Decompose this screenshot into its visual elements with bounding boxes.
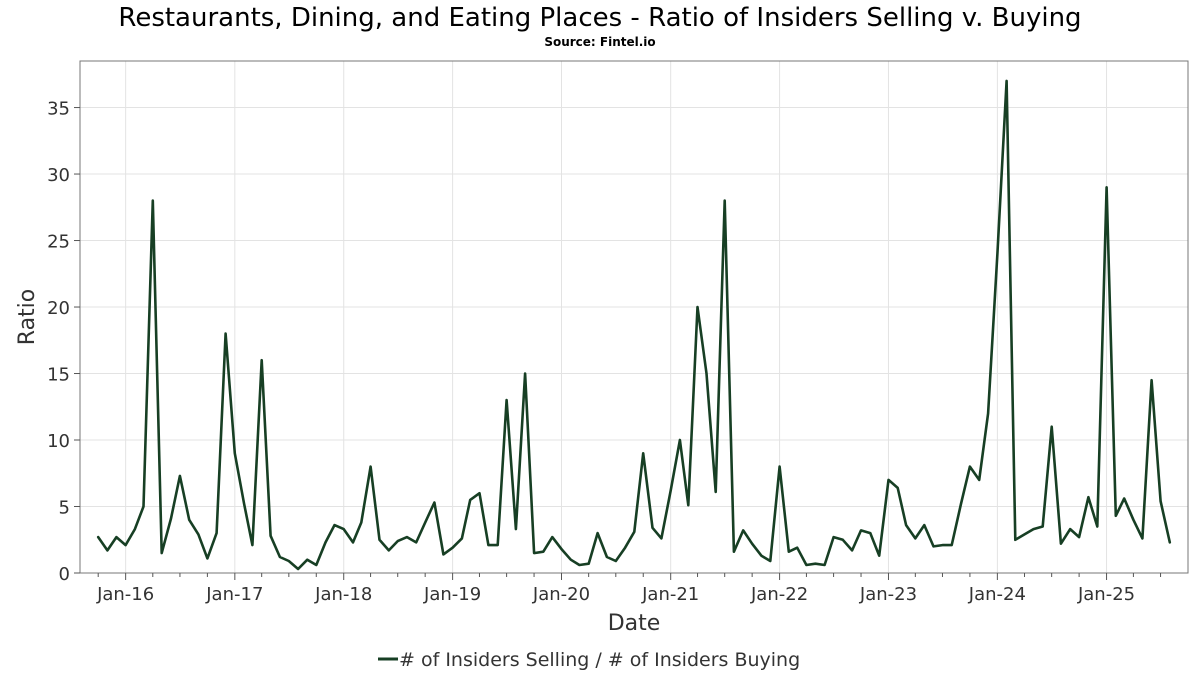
x-tick-label: Jan-22	[750, 584, 808, 605]
y-tick-label: 10	[47, 431, 70, 452]
y-tick-label: 5	[59, 498, 70, 519]
x-tick-label: Jan-17	[205, 584, 263, 605]
x-tick-label: Jan-24	[968, 584, 1026, 605]
x-tick-label: Jan-25	[1077, 584, 1135, 605]
legend-label: # of Insiders Selling / # of Insiders Bu…	[399, 649, 800, 671]
chart-title: Restaurants, Dining, and Eating Places -…	[118, 3, 1082, 33]
y-tick-label: 20	[47, 298, 70, 319]
grid	[80, 61, 1188, 574]
y-tick-label: 30	[47, 165, 70, 186]
y-tick-label: 15	[47, 365, 70, 386]
series-line-0	[96, 79, 1172, 571]
x-tick-label: Jan-18	[314, 584, 372, 605]
y-tick-label: 0	[59, 564, 70, 585]
x-tick-label: Jan-19	[423, 584, 481, 605]
x-axis-label: Date	[608, 611, 661, 636]
x-tick-label: Jan-23	[859, 584, 917, 605]
x-tick-label: Jan-21	[641, 584, 699, 605]
plot-area-frame	[79, 60, 1189, 574]
series-layer	[96, 79, 1172, 571]
x-tick-label: Jan-16	[96, 584, 154, 605]
y-tick-label: 35	[47, 99, 70, 120]
axis-ticks: 0 5 10 15 20 25 30 35 Jan-16 Jan-17 Jan-18 Jan-19 Ja…	[47, 99, 1162, 605]
legend: # of Insiders Selling / # of Insiders Bu…	[378, 649, 800, 671]
x-tick-label: Jan-20	[532, 584, 590, 605]
y-tick-label: 25	[47, 232, 70, 253]
chart-subtitle: Source: Fintel.io	[544, 35, 656, 49]
y-axis-label: Ratio	[15, 289, 40, 345]
